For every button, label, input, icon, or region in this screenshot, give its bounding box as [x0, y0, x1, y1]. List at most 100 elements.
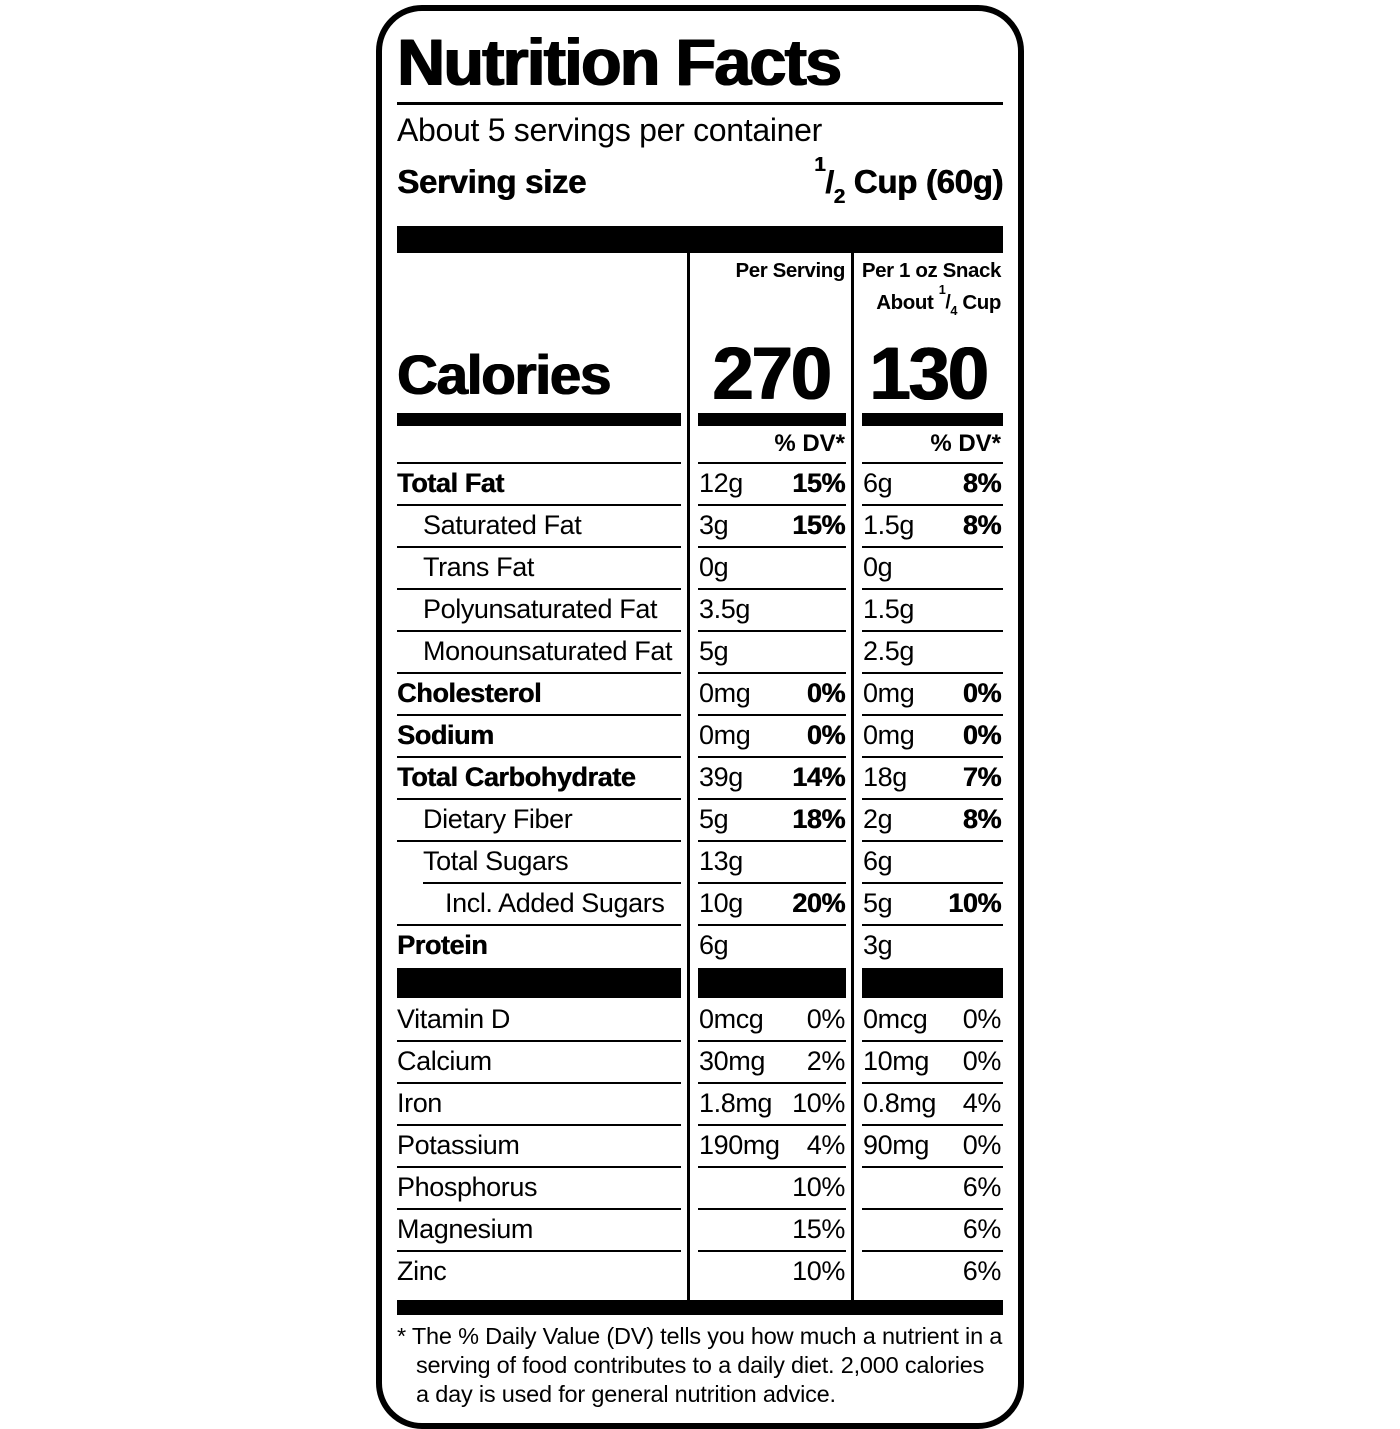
header-spacer	[397, 258, 689, 323]
nutrient-row-added-sugars: Incl. Added Sugars 10g 20% 5g 10%	[445, 888, 1001, 919]
column-header-row: Per Serving Per 1 oz Snack About 1/4 Cup	[397, 253, 1003, 321]
per-snack-header-line2: About 1/4 Cup	[876, 282, 1001, 319]
row-rule	[397, 839, 1003, 842]
amount: 0mg	[863, 678, 915, 709]
amount: 3g	[699, 510, 729, 541]
dv-value: 4%	[962, 1088, 1002, 1119]
dv-value: 6%	[962, 1256, 1002, 1287]
row-rule	[397, 1081, 1003, 1084]
amount: 5g	[863, 888, 893, 919]
nutrient-row-total-fat: Total Fat 12g 15% 6g 8%	[397, 468, 1001, 499]
label-title: Nutrition Facts	[397, 25, 842, 99]
row-rule	[397, 671, 1003, 674]
amount: 0g	[699, 552, 729, 583]
vitamin-row-potassium: Potassium 190mg 4% 90mg 0%	[397, 1130, 1002, 1161]
row-rule	[397, 503, 1003, 506]
vitamin-row-magnesium: Magnesium 15% 6%	[397, 1214, 1002, 1245]
protein-separator-bar	[397, 967, 1003, 998]
dv-value: 18%	[792, 804, 845, 835]
per-serving-header: Per Serving	[735, 258, 845, 282]
row-rule	[397, 1249, 1003, 1252]
dv-value: 0%	[806, 678, 846, 709]
dv-value: 0%	[806, 1004, 846, 1035]
amount: 13g	[699, 846, 743, 877]
amount: 90mg	[863, 1130, 929, 1161]
serving-size-label: Serving size	[397, 163, 586, 200]
serving-size-value: 1/2 Cup (60g)	[814, 151, 1003, 219]
amount: 39g	[699, 762, 743, 793]
dv-value: 10%	[792, 1256, 845, 1287]
dv-value: 10%	[792, 1088, 845, 1119]
nutrient-row-monounsaturated-fat: Monounsaturated Fat 5g 2.5g	[423, 636, 914, 667]
nutrient-row-total-carbohydrate: Total Carbohydrate 39g 14% 18g 7%	[397, 762, 1002, 793]
amount: 2.5g	[863, 636, 914, 667]
top-separator-bar	[397, 225, 1003, 253]
row-rule	[397, 713, 1003, 716]
vitamin-row-phosphorus: Phosphorus 10% 6%	[397, 1172, 1002, 1203]
amount: 0mcg	[699, 1004, 764, 1035]
nutrient-row-total-sugars: Total Sugars 13g 6g	[423, 846, 893, 877]
dv-value: 0%	[962, 1130, 1002, 1161]
serving-size-row: Serving size 1/2 Cup (60g)	[397, 151, 1003, 219]
amount: 2g	[863, 804, 893, 835]
amount: 6g	[699, 930, 729, 961]
row-rule-indented	[397, 881, 1003, 884]
row-rule	[397, 1039, 1003, 1042]
dv-value: 0%	[962, 1046, 1002, 1077]
amount: 0g	[863, 552, 893, 583]
dv-value: 20%	[792, 888, 845, 919]
row-rule	[397, 545, 1003, 548]
amount: 0mcg	[863, 1004, 928, 1035]
column-divider-2	[851, 252, 854, 1300]
column-divider-1	[687, 252, 690, 1300]
amount: 12g	[699, 468, 743, 499]
row-rule	[397, 1123, 1003, 1126]
per-snack-header: Per 1 oz Snack About 1/4 Cup	[853, 258, 1003, 323]
row-rule	[397, 797, 1003, 800]
nutrient-row-cholesterol: Cholesterol 0mg 0% 0mg 0%	[397, 678, 1001, 709]
nutrient-row-saturated-fat: Saturated Fat 3g 15% 1.5g 8%	[423, 510, 1002, 541]
row-rule	[397, 1207, 1003, 1210]
dv-value: 6%	[962, 1172, 1002, 1203]
per-snack-fraction: 1/4	[938, 282, 958, 319]
amount: 3.5g	[699, 594, 750, 625]
row-rule	[397, 461, 1003, 464]
serving-size-unit: Cup (60g)	[853, 163, 1004, 200]
amount: 6g	[863, 468, 893, 499]
dv-value: 2%	[806, 1046, 846, 1077]
title-rule	[397, 102, 1003, 105]
dv-value: 7%	[962, 762, 1002, 793]
amount: 1.5g	[863, 510, 914, 541]
amount: 10g	[699, 888, 743, 919]
vitamin-row-iron: Iron 1.8mg 10% 0.8mg 4%	[397, 1088, 1002, 1119]
dv-value: 15%	[792, 1214, 845, 1245]
calories-per-snack: 130	[869, 331, 988, 415]
amount: 5g	[699, 804, 729, 835]
amount: 5g	[699, 636, 729, 667]
dv-value: 0%	[962, 1004, 1002, 1035]
daily-value-footnote: * The % Daily Value (DV) tells you how m…	[397, 1322, 1003, 1407]
dv-header-row: % DV* % DV*	[397, 426, 1003, 462]
amount: 0mg	[699, 720, 751, 751]
nutrition-table: Per Serving Per 1 oz Snack About 1/4 Cup…	[397, 252, 1003, 1315]
amount: 0.8mg	[863, 1088, 937, 1119]
calories-label: Calories	[397, 342, 611, 406]
dv-value: 6%	[962, 1214, 1002, 1245]
dv-value: 10%	[948, 888, 1001, 919]
calories-row: Calories 270 130	[397, 321, 1003, 415]
amount: 1.8mg	[699, 1088, 773, 1119]
amount: 0mg	[699, 678, 751, 709]
nutrient-row-protein: Protein 6g 3g	[397, 930, 893, 961]
dv-value: 8%	[962, 510, 1002, 541]
row-rule	[397, 1165, 1003, 1168]
amount: 10mg	[863, 1046, 929, 1077]
row-rule	[397, 587, 1003, 590]
dv-value: 0%	[962, 720, 1002, 751]
amount: 30mg	[699, 1046, 765, 1077]
dv-value: 14%	[792, 762, 845, 793]
dv-value: 15%	[792, 468, 845, 499]
dv-value: 0%	[806, 720, 846, 751]
per-snack-header-line1: Per 1 oz Snack	[861, 258, 1002, 282]
row-rule	[397, 755, 1003, 758]
nutrient-row-trans-fat: Trans Fat 0g 0g	[423, 552, 893, 583]
